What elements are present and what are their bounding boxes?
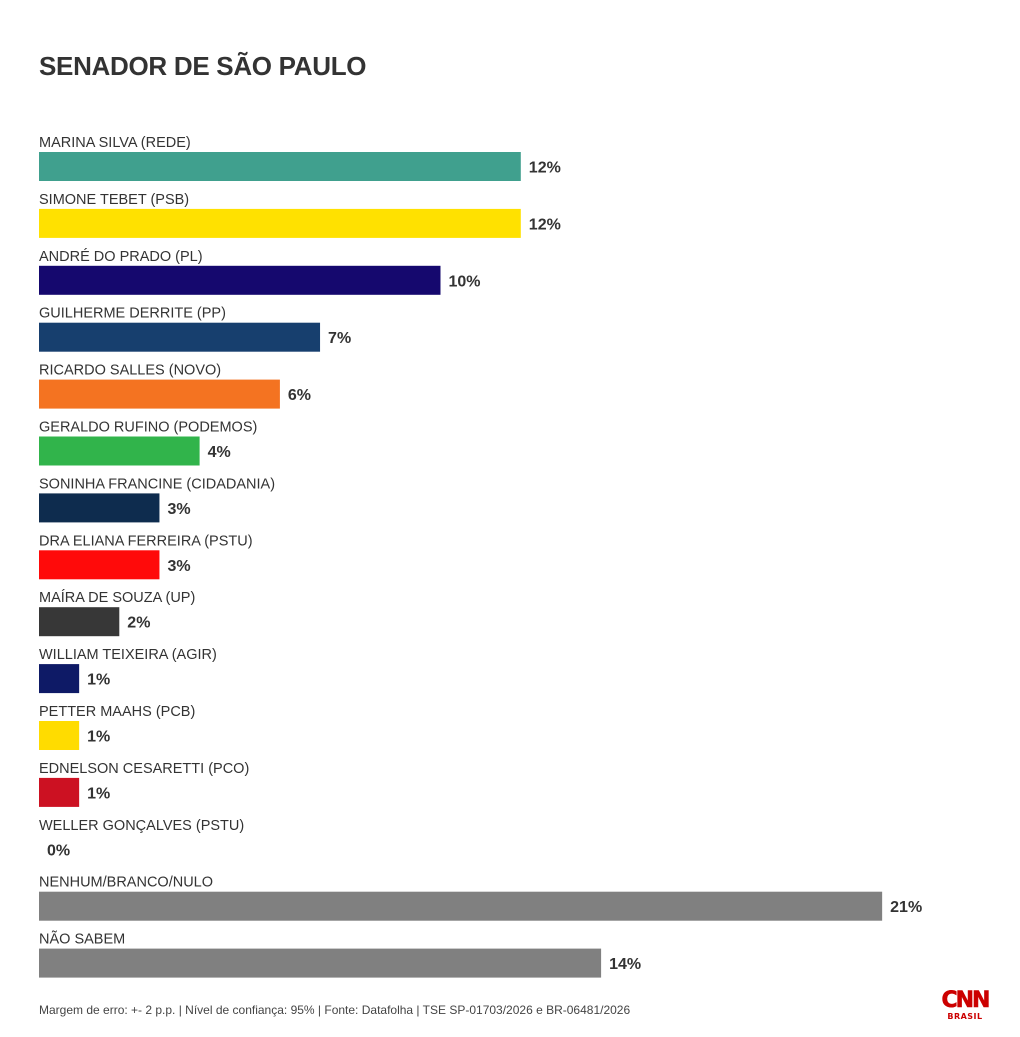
value-label: 0% [47, 842, 70, 859]
bar [39, 664, 80, 694]
bar [39, 550, 160, 580]
category-label: MAÍRA DE SOUZA (UP) [39, 589, 195, 606]
bar [39, 777, 80, 807]
category-label: EDNELSON CESARETTI (PCO) [39, 761, 249, 777]
bar-row: WELLER GONÇALVES (PSTU) 0% [39, 818, 244, 860]
bar-row: NÃO SABEM 14% [39, 931, 641, 978]
bar-row: NENHUM/BRANCO/NULO 21% [39, 875, 922, 921]
bar [39, 208, 521, 238]
bar-row: GUILHERME DERRITE (PP) 7% [39, 306, 351, 352]
bar-row: ANDRÉ DO PRADO (PL) 10% [39, 248, 481, 295]
category-label: DRA ELIANA FERREIRA (PSTU) [39, 533, 253, 549]
bar [39, 948, 602, 978]
bar-row: EDNELSON CESARETTI (PCO) 1% [39, 761, 249, 807]
value-label: 1% [87, 785, 110, 802]
bar-row: WILLIAM TEIXEIRA (AGIR) 1% [39, 647, 217, 694]
value-label: 14% [609, 956, 641, 973]
value-label: 12% [529, 216, 561, 233]
value-label: 6% [288, 387, 311, 404]
category-label: PETTER MAAHS (PCB) [39, 704, 195, 720]
bar-row: GERALDO RUFINO (PODEMOS) 4% [39, 420, 257, 466]
chart-title: SENADOR DE SÃO PAULO [39, 51, 367, 81]
value-label: 4% [208, 444, 231, 461]
bar-row: PETTER MAAHS (PCB) 1% [39, 704, 195, 750]
category-label: ANDRÉ DO PRADO (PL) [39, 248, 203, 265]
bar [39, 607, 120, 637]
bar-row: DRA ELIANA FERREIRA (PSTU) 3% [39, 533, 253, 580]
value-label: 21% [890, 899, 922, 916]
category-label: WELLER GONÇALVES (PSTU) [39, 818, 244, 834]
bar [39, 322, 321, 352]
category-label: GERALDO RUFINO (PODEMOS) [39, 420, 257, 436]
bar-row: MARINA SILVA (REDE) 12% [39, 135, 561, 181]
value-label: 7% [328, 330, 351, 347]
category-label: RICARDO SALLES (NOVO) [39, 363, 221, 379]
category-label: SIMONE TEBET (PSB) [39, 192, 189, 208]
bar [39, 721, 80, 750]
value-label: 3% [167, 558, 190, 575]
category-label: SONINHA FRANCINE (CIDADANIA) [39, 476, 275, 492]
bar [39, 436, 200, 466]
value-label: 12% [529, 160, 561, 177]
bar [39, 379, 280, 409]
bar [39, 891, 883, 921]
footer-note: Margem de erro: +- 2 p.p. | Nível de con… [39, 1003, 631, 1017]
category-label: NÃO SABEM [39, 931, 125, 948]
category-label: WILLIAM TEIXEIRA (AGIR) [39, 647, 217, 663]
value-label: 10% [449, 273, 481, 290]
value-label: 1% [87, 672, 110, 689]
logo-brand: CNN [941, 988, 991, 1013]
category-label: NENHUM/BRANCO/NULO [39, 875, 213, 891]
bar [39, 265, 441, 295]
bar [39, 152, 521, 181]
bar [39, 493, 160, 523]
bar-row: SIMONE TEBET (PSB) 12% [39, 192, 561, 238]
cnn-brasil-logo: CNN BRASIL [940, 988, 991, 1026]
value-label: 2% [127, 615, 150, 632]
category-label: GUILHERME DERRITE (PP) [39, 306, 226, 322]
bar-row: SONINHA FRANCINE (CIDADANIA) 3% [39, 476, 275, 523]
value-label: 3% [167, 501, 190, 518]
bar-row: MAÍRA DE SOUZA (UP) 2% [39, 589, 195, 637]
value-label: 1% [87, 729, 110, 746]
bar-chart: MARINA SILVA (REDE)12%SIMONE TEBET (PSB)… [39, 135, 922, 978]
logo-sub: BRASIL [947, 1012, 983, 1021]
bar-row: RICARDO SALLES (NOVO) 6% [39, 363, 311, 409]
category-label: MARINA SILVA (REDE) [39, 135, 191, 151]
